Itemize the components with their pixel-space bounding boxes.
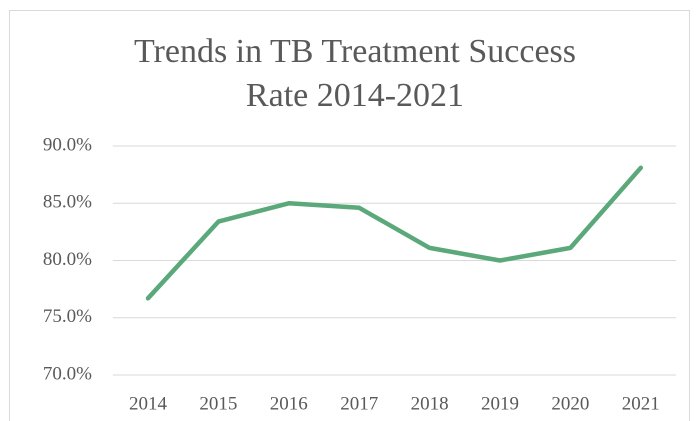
- x-tick-label: 2021: [622, 393, 660, 414]
- x-tick-label: 2018: [411, 393, 449, 414]
- data-line: [145, 165, 644, 301]
- y-tick-label: 90.0%: [43, 134, 92, 155]
- y-tick-label: 85.0%: [43, 192, 92, 213]
- x-tick-label: 2019: [481, 393, 519, 414]
- chart-title-line: Rate 2014-2021: [246, 77, 464, 114]
- x-tick-label: 2017: [340, 393, 378, 414]
- x-tick-label: 2016: [270, 393, 308, 414]
- y-tick-label: 70.0%: [43, 363, 92, 384]
- y-tick-label: 80.0%: [43, 249, 92, 270]
- x-tick-label: 2015: [199, 393, 237, 414]
- x-tick-label: 2020: [551, 393, 589, 414]
- x-tick-label: 2014: [129, 393, 168, 414]
- chart-title: Trends in TB Treatment Success Rate 2014-…: [134, 33, 576, 114]
- chart-title-line: Trends in TB Treatment Success: [134, 33, 576, 70]
- chart-frame: [9, 10, 690, 421]
- y-tick-label: 75.0%: [43, 306, 92, 327]
